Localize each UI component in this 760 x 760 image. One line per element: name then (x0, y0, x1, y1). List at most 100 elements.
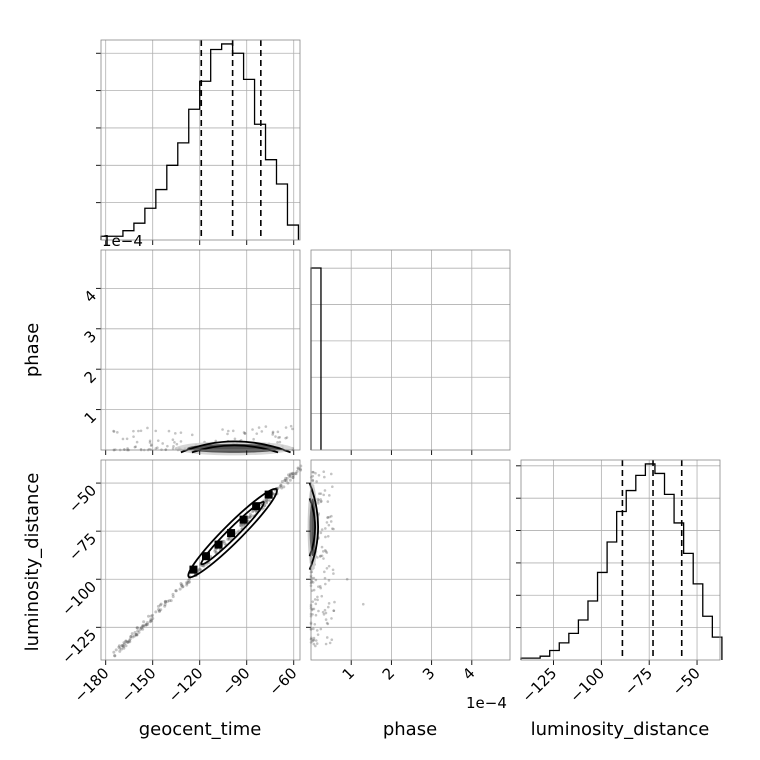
lum-phase-scatter-point (312, 636, 316, 640)
phase-geo-scatter-point (154, 429, 158, 433)
lum-phase-scatter-point (320, 554, 324, 558)
lum-geo-scatter-point (280, 486, 284, 490)
lum-phase-scatter-point (315, 629, 319, 632)
phase-geo-scatter-point (264, 425, 268, 428)
lum-geo-scatter-point (139, 626, 143, 630)
lum-geo-scatter-point (135, 626, 139, 630)
phase-geo-scatter-point (161, 442, 164, 445)
lum-geo-scatter-point (213, 549, 217, 553)
lum-geo-scatter-point (121, 644, 125, 648)
lum-geo-scatter-point (163, 600, 167, 604)
lum-phase-scatter-point (323, 608, 327, 612)
lum-phase-scatter-point (317, 585, 320, 588)
phase-geo-scatter-point (121, 437, 125, 441)
phase-geo-y-tick-label: 2 (81, 368, 100, 387)
lum-geo-scatter-point (164, 599, 168, 603)
lum-geo-scatter-point (125, 640, 129, 644)
lum-geo-scatter-point (248, 515, 252, 519)
phase-geo-scatter-point (179, 431, 183, 434)
lum-phase-scatter-point (319, 498, 322, 501)
lum-geo-scatter-point (167, 599, 171, 603)
lum-phase-scatter-point (315, 480, 318, 483)
lum-phase-scatter-point (321, 550, 325, 553)
lum-phase-scatter-point (316, 500, 320, 503)
lum-geo-scatter-point (124, 639, 128, 643)
lum-geo-scatter-point (284, 479, 288, 483)
lum-phase-scatter-point (312, 588, 316, 592)
lum-phase-scatter-point (319, 586, 322, 590)
phase-geo-density-core (187, 443, 282, 453)
lum-geo-scatter-point (202, 564, 206, 568)
lum-geo-scatter-point (185, 583, 189, 587)
lum-geo-scatter-point (145, 621, 149, 625)
lum-hist-frame (520, 459, 721, 661)
phase-geo-scatter-point (146, 426, 149, 430)
lum-phase-scatter-point (328, 515, 331, 519)
lum-phase-scatter-point (325, 636, 329, 639)
phase-geo-scatter-point (274, 435, 277, 438)
lum-geo-scatter-point (157, 609, 161, 613)
lum-phase-scatter-point (329, 520, 333, 523)
phase-geo-scatter-point (133, 445, 137, 449)
lum-geo-scatter-point (144, 623, 148, 627)
lum-geo-scatter-point (134, 632, 138, 636)
phase-geo-scatter-point (277, 436, 280, 439)
phase-geo-scatter-point (112, 430, 116, 433)
phase-geo-scatter-point (112, 429, 115, 433)
lum-phase-scatter-point (312, 638, 316, 642)
lum-phase-scatter-point (316, 556, 319, 559)
lum-geo-scatter-point (264, 500, 268, 504)
lum-geo-scatter-point (123, 642, 127, 646)
phase-geo-scatter-point (150, 443, 153, 446)
y-axis-label-luminosity-distance: luminosity_distance (22, 473, 43, 652)
lum-phase-x-tick-label: 3 (419, 664, 438, 683)
lum-phase-scatter-point (310, 639, 314, 643)
lum-geo-scatter-point (188, 580, 192, 584)
lum-geo-scatter-point (296, 466, 300, 470)
lum-geo-density-cell (239, 515, 248, 524)
phase-geo-scatter-point (284, 436, 287, 440)
phase-geo-scatter-point (271, 431, 275, 435)
geocent-hist-bars (100, 43, 300, 240)
lum-phase-scatter-point (312, 639, 315, 642)
phase-geo-scatter-point (226, 432, 229, 436)
lum-geo-scatter-point (227, 537, 231, 541)
lum-geo-scatter-point (179, 582, 183, 586)
lum-geo-scatter-point (124, 639, 128, 643)
lum-hist-bars (520, 463, 723, 660)
lum-geo-scatter-point (133, 634, 137, 638)
lum-geo-scatter-point (280, 480, 284, 484)
lum-phase-scatter-point (317, 502, 320, 505)
joint-luminosity-distance-phase-panel: 1 2 3 4 (306, 459, 511, 684)
lum-geo-scatter-point (135, 626, 139, 630)
lum-hist-x-tick-label: −50 (669, 664, 704, 699)
lum-phase-scatter-point (333, 600, 336, 604)
lum-geo-scatter-point (285, 476, 289, 480)
lum-geo-scatter-point (142, 620, 146, 624)
lum-geo-scatter-point (222, 539, 226, 543)
lum-geo-scatter-point (286, 473, 290, 477)
lum-geo-scatter-point (130, 632, 134, 636)
lum-geo-frame (100, 459, 301, 661)
lum-phase-scatter-point (323, 489, 327, 492)
lum-geo-scatter-point (142, 624, 146, 628)
lum-phase-scatter-point (319, 492, 323, 495)
lum-phase-scatter-point (326, 534, 330, 538)
lum-geo-scatter-point (158, 603, 162, 607)
lum-geo-scatter-point (149, 614, 153, 618)
phase-y-offset-label: 1e−4 (102, 232, 143, 250)
phase-geo-scatter-point (252, 437, 255, 441)
lum-geo-y-tick-label: −75 (65, 529, 100, 564)
lum-phase-scatter-point (318, 585, 322, 588)
lum-hist-x-tick-label: −125 (518, 664, 560, 706)
phase-geo-scatter-point (243, 431, 247, 435)
lum-phase-scatter-point (322, 557, 325, 560)
lum-geo-scatter-point (122, 641, 126, 645)
phase-geo-scatter-point (190, 433, 194, 437)
lum-geo-scatter-point (226, 537, 230, 541)
lum-geo-scatter-point (282, 485, 286, 489)
lum-phase-scatter-point (324, 582, 327, 586)
lum-phase-scatter-point (311, 581, 315, 584)
lum-phase-scatter-point (324, 550, 328, 553)
lum-geo-scatter-point (239, 524, 243, 528)
